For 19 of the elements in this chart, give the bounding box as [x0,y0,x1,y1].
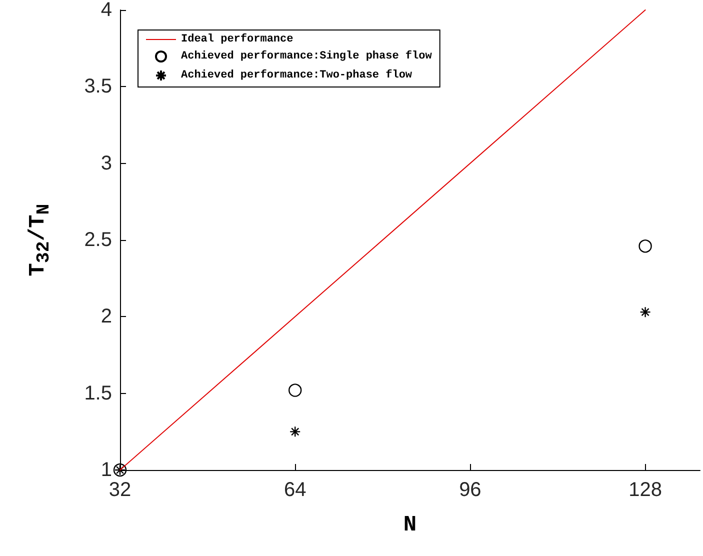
legend-label: Achieved performance:Single phase flow [181,50,432,62]
y-tick-label: 2.5 [84,229,112,251]
point [638,240,652,253]
legend-label: Ideal performance [181,32,294,46]
x-axis-title: N [403,512,417,538]
point [288,384,302,397]
y-tick-label: 1 [100,459,112,481]
y-tick-label: 3 [100,152,112,174]
y-tick-label: 3.5 [84,76,112,98]
x-tick-label: 96 [459,479,482,501]
y-tick-label: 1.5 [84,382,112,404]
y-tick-label: 2 [100,306,112,328]
point [289,426,301,438]
y-tick-label: 4 [100,0,112,21]
legend-label: Achieved performance:Two-phase flow [181,68,412,82]
point [640,306,651,318]
x-tick-label: 64 [284,479,306,501]
x-tick-label: 32 [108,479,132,501]
x-tick-label: 128 [628,479,662,501]
